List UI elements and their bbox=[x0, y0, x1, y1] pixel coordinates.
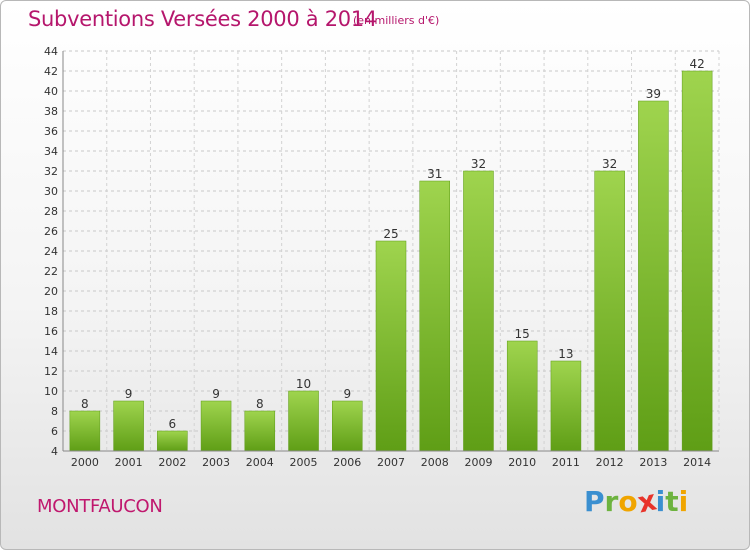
bar-2000 bbox=[69, 410, 101, 452]
bar-2013 bbox=[638, 100, 669, 452]
logo-letter: P bbox=[584, 485, 605, 518]
y-tick-label: 14 bbox=[44, 345, 58, 358]
y-tick-label: 20 bbox=[44, 285, 58, 298]
proxiti-logo: Proxiti bbox=[584, 483, 689, 519]
bar-value-label: 31 bbox=[427, 167, 442, 181]
chart-title: Subventions Versées 2000 à 2014 bbox=[28, 7, 377, 31]
logo-letter: i bbox=[678, 485, 689, 518]
logo-letter: t bbox=[665, 485, 679, 518]
chart-subtitle: (en milliers d'€) bbox=[353, 14, 440, 27]
x-tick-label: 2008 bbox=[421, 456, 449, 469]
x-tick-label: 2001 bbox=[115, 456, 143, 469]
y-tick-label: 32 bbox=[44, 165, 58, 178]
x-tick-label: 2011 bbox=[552, 456, 580, 469]
bar-2005 bbox=[288, 390, 319, 452]
bar-value-label: 32 bbox=[602, 157, 617, 171]
bar-value-label: 9 bbox=[343, 387, 351, 401]
bar-2003 bbox=[200, 400, 232, 452]
bar-value-label: 9 bbox=[212, 387, 220, 401]
y-tick-label: 40 bbox=[44, 85, 58, 98]
x-tick-label: 2012 bbox=[596, 456, 624, 469]
y-tick-label: 36 bbox=[44, 125, 58, 138]
logo-letter: r bbox=[604, 485, 619, 518]
bar-value-label: 39 bbox=[646, 87, 661, 101]
y-tick-label: 10 bbox=[44, 385, 58, 398]
x-tick-label: 2004 bbox=[246, 456, 274, 469]
x-tick-label: 2013 bbox=[639, 456, 667, 469]
y-tick-label: 4 bbox=[51, 445, 58, 458]
x-tick-label: 2010 bbox=[508, 456, 536, 469]
logo-letter: i bbox=[655, 485, 666, 518]
bar-value-label: 32 bbox=[471, 157, 486, 171]
y-tick-label: 30 bbox=[44, 185, 58, 198]
x-tick-label: 2005 bbox=[290, 456, 318, 469]
bar-value-label: 8 bbox=[81, 397, 89, 411]
x-tick-label: 2006 bbox=[333, 456, 361, 469]
y-tick-label: 12 bbox=[44, 365, 58, 378]
bar-2006 bbox=[332, 400, 363, 452]
bar-value-label: 6 bbox=[169, 417, 177, 431]
y-tick-label: 42 bbox=[44, 65, 58, 78]
bar-value-label: 8 bbox=[256, 397, 264, 411]
bar-2010 bbox=[506, 340, 538, 452]
bar-2002 bbox=[157, 430, 188, 452]
y-tick-label: 26 bbox=[44, 225, 58, 238]
x-tick-label: 2002 bbox=[158, 456, 186, 469]
bar-value-label: 42 bbox=[689, 57, 704, 71]
x-tick-label: 2007 bbox=[377, 456, 405, 469]
bar-2007 bbox=[375, 240, 407, 452]
bar-value-label: 13 bbox=[558, 347, 573, 361]
logo-letter: o bbox=[618, 485, 638, 518]
bar-value-label: 15 bbox=[515, 327, 530, 341]
bar-value-label: 9 bbox=[125, 387, 133, 401]
y-tick-label: 24 bbox=[44, 245, 58, 258]
bar-2009 bbox=[463, 170, 494, 452]
bar-value-label: 25 bbox=[383, 227, 398, 241]
bar-2001 bbox=[113, 400, 144, 452]
y-tick-label: 8 bbox=[51, 405, 58, 418]
bar-2011 bbox=[550, 360, 582, 452]
bar-2008 bbox=[419, 180, 450, 452]
y-tick-label: 28 bbox=[44, 205, 58, 218]
y-tick-label: 16 bbox=[44, 325, 58, 338]
y-tick-label: 6 bbox=[51, 425, 58, 438]
commune-name: MONTFAUCON bbox=[37, 496, 163, 517]
x-tick-label: 2000 bbox=[71, 456, 99, 469]
bar-value-label: 10 bbox=[296, 377, 311, 391]
x-tick-label: 2014 bbox=[683, 456, 711, 469]
y-tick-label: 18 bbox=[44, 305, 58, 318]
bar-2014 bbox=[681, 70, 713, 452]
x-tick-label: 2003 bbox=[202, 456, 230, 469]
bar-2004 bbox=[244, 410, 276, 452]
y-tick-label: 34 bbox=[44, 145, 58, 158]
y-tick-label: 38 bbox=[44, 105, 58, 118]
y-tick-label: 44 bbox=[44, 45, 58, 58]
y-tick-label: 22 bbox=[44, 265, 58, 278]
bar-2012 bbox=[594, 170, 625, 452]
x-tick-label: 2009 bbox=[464, 456, 492, 469]
